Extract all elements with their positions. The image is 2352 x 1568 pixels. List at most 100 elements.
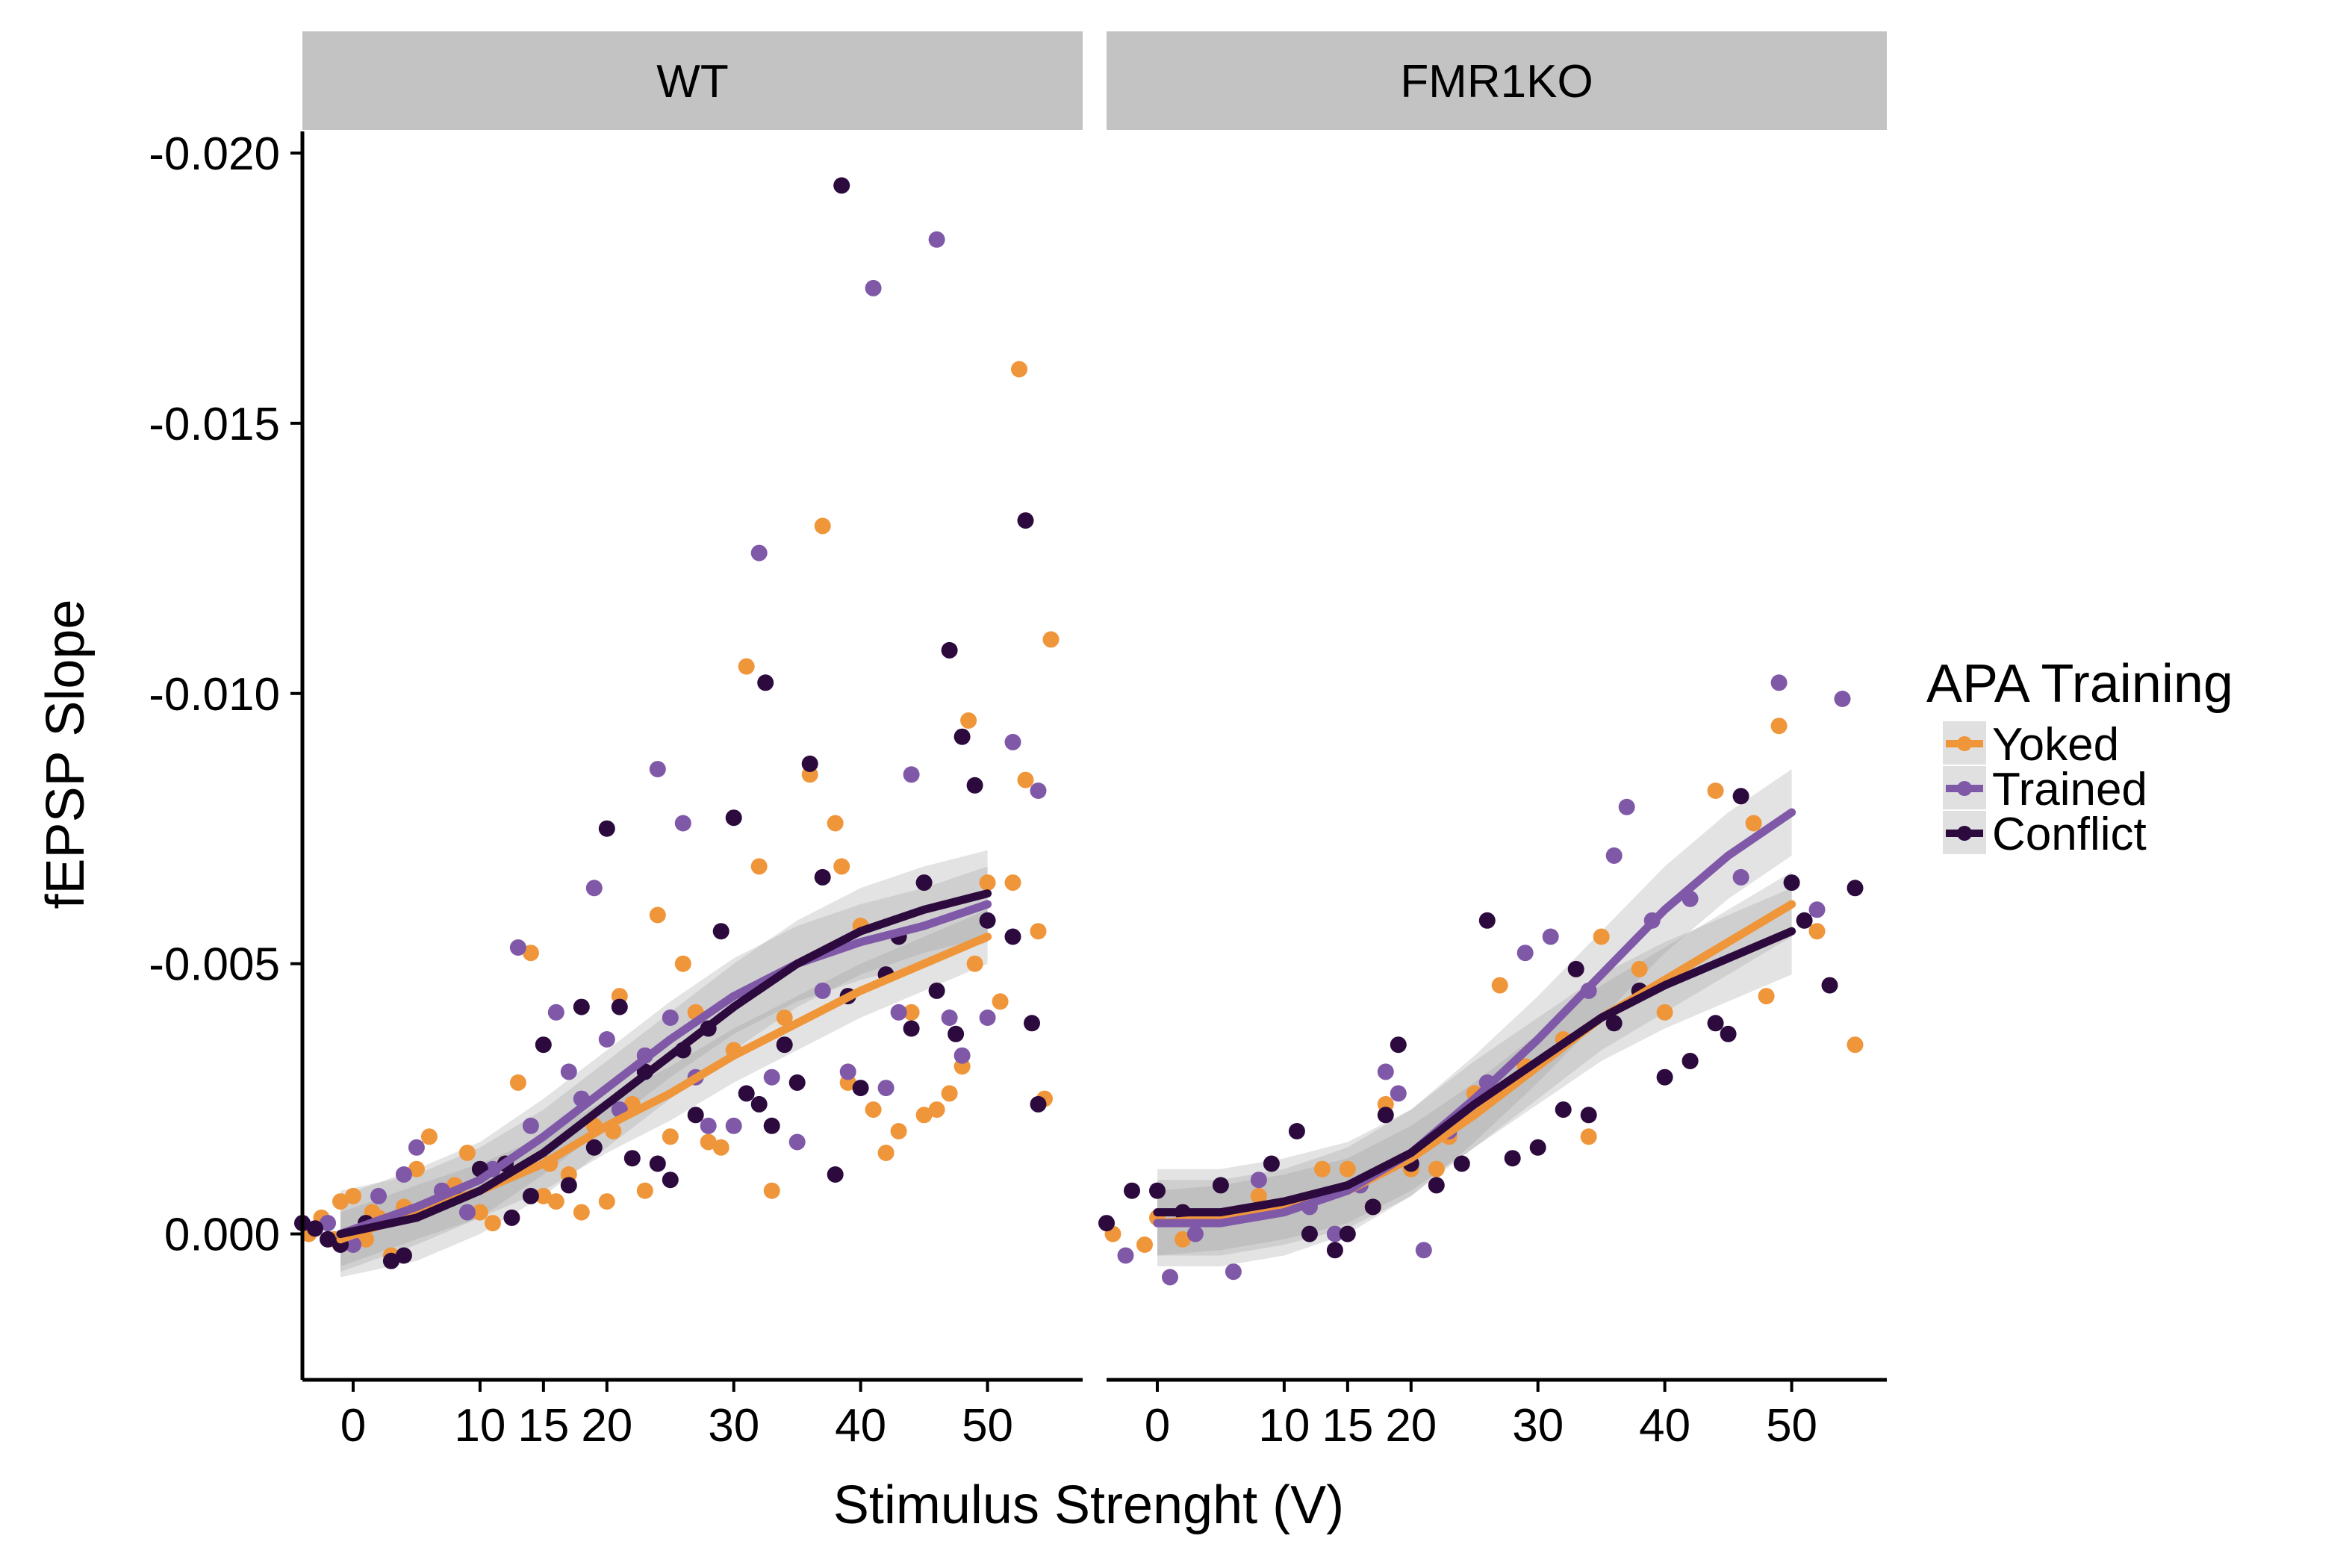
data-point <box>598 1193 615 1210</box>
data-point <box>915 874 933 892</box>
data-point <box>852 1080 869 1097</box>
facet-strip-label: FMR1KO <box>1400 56 1593 108</box>
data-point <box>1149 1182 1166 1199</box>
data-point <box>960 712 977 729</box>
fit-line-trained <box>336 900 992 1239</box>
panel-fmr1ko: FMR1KO 0 10 15 20 30 40 50 <box>1098 31 1887 1452</box>
data-point <box>1821 977 1838 994</box>
facet-strip <box>1107 31 1887 130</box>
data-point <box>763 1117 780 1134</box>
data-point <box>776 1009 793 1026</box>
data-point <box>395 1247 412 1264</box>
data-point <box>458 1145 476 1161</box>
data-point <box>503 1209 520 1226</box>
x-tick-label: 40 <box>1639 1400 1690 1452</box>
data-point <box>649 906 666 924</box>
data-point <box>585 1139 603 1156</box>
x-tick-label: 50 <box>1766 1400 1817 1452</box>
x-tick-label: 0 <box>340 1400 366 1452</box>
data-point <box>1478 912 1496 929</box>
y-tick-label: -0.010 <box>149 669 280 721</box>
data-point <box>1847 880 1864 897</box>
x-tick-label: 10 <box>1258 1400 1310 1452</box>
data-point <box>585 880 603 897</box>
data-point <box>903 766 920 783</box>
data-point <box>738 658 755 675</box>
data-point <box>484 1215 501 1232</box>
data-point <box>1250 1172 1267 1189</box>
data-point <box>700 1117 717 1134</box>
data-point <box>1364 1198 1381 1216</box>
data-point <box>1263 1155 1280 1172</box>
data-point <box>903 1020 920 1037</box>
data-point <box>966 955 983 972</box>
data-point <box>1707 1015 1724 1032</box>
data-point <box>522 1117 539 1134</box>
data-point <box>320 1215 336 1232</box>
data-point <box>1783 874 1800 892</box>
x-tick-label: 50 <box>962 1400 1013 1452</box>
x-tick-label: 40 <box>835 1400 886 1452</box>
data-point <box>1377 1063 1394 1080</box>
data-point <box>738 1085 755 1102</box>
data-point <box>598 1031 615 1048</box>
data-point <box>509 939 526 956</box>
data-point <box>332 1193 349 1210</box>
data-point <box>1030 783 1047 799</box>
data-point <box>979 874 996 892</box>
data-point <box>1847 1036 1864 1054</box>
data-point <box>509 1074 526 1091</box>
data-point <box>560 1177 577 1194</box>
data-point <box>1117 1247 1134 1264</box>
data-point <box>674 815 691 832</box>
data-point <box>1339 1225 1356 1242</box>
x-tick-label: 0 <box>1145 1400 1170 1452</box>
data-point <box>776 1036 793 1054</box>
data-point <box>915 1107 933 1124</box>
data-point <box>1124 1182 1140 1199</box>
data-point <box>865 279 882 296</box>
x-tick-label: 15 <box>1322 1400 1373 1452</box>
data-point <box>941 641 958 659</box>
data-point <box>370 1187 387 1204</box>
data-point <box>1250 1187 1267 1204</box>
legend-label: Yoked <box>1992 719 2119 771</box>
data-point <box>1605 1015 1623 1032</box>
data-point <box>611 998 628 1015</box>
data-point <box>1390 1085 1407 1102</box>
y-tick-label: -0.015 <box>149 399 280 450</box>
data-point <box>307 1220 323 1237</box>
data-point <box>636 1182 653 1199</box>
data-point <box>1313 1160 1331 1177</box>
data-point <box>833 858 850 875</box>
data-point <box>522 1187 539 1204</box>
data-point <box>1720 1025 1737 1042</box>
data-point <box>750 544 768 561</box>
x-axis-title: Stimulus Strenght (V) <box>833 1475 1344 1535</box>
x-tick-label: 15 <box>517 1400 569 1452</box>
data-point <box>598 820 615 837</box>
data-point <box>1618 798 1635 815</box>
data-point <box>928 1101 945 1119</box>
data-point <box>1301 1225 1318 1242</box>
data-point <box>1516 945 1534 962</box>
data-point <box>1030 923 1047 940</box>
data-point <box>674 955 691 972</box>
data-point <box>948 1025 965 1042</box>
fit-line-yoked <box>1153 900 1796 1228</box>
legend-item-conflict: Conflict <box>1943 809 2147 860</box>
panels: WT0 10 15 20 30 40 50-0.020-0.015-0.010-0.0050… <box>149 31 1887 1452</box>
data-point <box>1732 868 1749 886</box>
legend-label: Conflict <box>1992 809 2147 860</box>
data-point <box>1030 1095 1047 1113</box>
data-point <box>1504 1150 1521 1167</box>
data-point <box>662 1172 679 1189</box>
data-point <box>1555 1101 1572 1119</box>
data-point <box>928 231 945 248</box>
legend-key-point <box>1957 781 1972 796</box>
series-conflict-points <box>1098 788 1864 1259</box>
data-point <box>649 1155 666 1172</box>
data-point <box>1542 928 1559 945</box>
